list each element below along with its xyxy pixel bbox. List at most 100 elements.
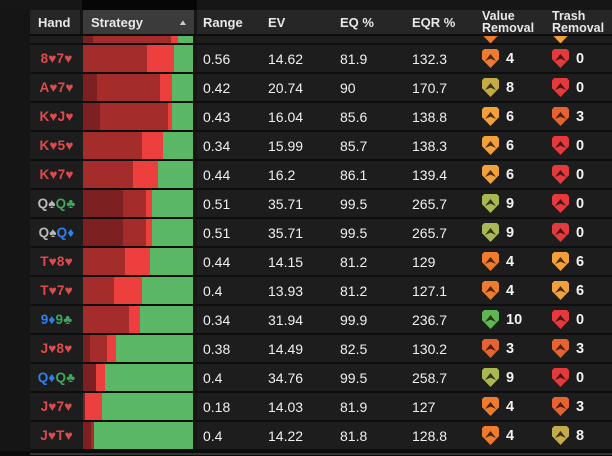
eqr-value: 138.3 <box>412 137 448 154</box>
hand-cell: Q♠ Q♣ <box>30 190 83 217</box>
table-row[interactable]: K♥ 7♥ 0.44 16.2 86.1 139.4 6 0 <box>30 161 612 190</box>
card-diamond: Q♦ <box>37 370 56 385</box>
table-row[interactable]: Q♦ Q♣ 0.4 34.76 99.5 258.7 9 0 <box>30 364 612 393</box>
eq-value: 99.5 <box>340 195 368 212</box>
trash-removal-cell: 3 <box>546 103 612 130</box>
table-row[interactable]: J♥ 7♥ 0.18 14.03 81.9 127 4 3 <box>30 393 612 422</box>
column-header-eq[interactable]: EQ % <box>334 10 406 34</box>
card-club: 9♣ <box>55 312 73 327</box>
card-heart: T♥ <box>40 283 57 298</box>
strategy-header-label: Strategy <box>91 14 144 30</box>
card-heart: 7♥ <box>57 80 74 95</box>
trash-removal-cell: 8 <box>546 422 612 449</box>
chevron-up-icon <box>555 141 566 148</box>
strategy-segment-brick <box>83 277 114 304</box>
table-row[interactable]: T♥ 8♥ 0.44 14.15 81.2 129 4 6 <box>30 248 612 277</box>
column-header-eqr[interactable]: EQR % <box>406 10 476 34</box>
column-header-strategy[interactable]: Strategy ▲ <box>83 10 197 34</box>
hand-cell: Q♦ Q♣ <box>30 364 83 391</box>
shield-icon <box>482 36 499 43</box>
clipped-table-row[interactable] <box>30 36 612 45</box>
shield-icon <box>482 252 499 271</box>
column-header-range[interactable]: Range <box>197 10 262 34</box>
eqr-value: 258.7 <box>412 369 448 386</box>
strategy-segment-green <box>177 36 193 43</box>
column-header-ev[interactable]: EV <box>262 10 334 34</box>
trash-removal-number: 0 <box>576 50 585 67</box>
column-header-hand[interactable]: Hand <box>30 10 83 34</box>
range-value: 0.44 <box>203 166 231 183</box>
shield-icon <box>552 397 569 416</box>
trash-removal-number: 6 <box>576 282 585 299</box>
hand-cell: T♥ 8♥ <box>30 248 83 275</box>
table-row[interactable]: J♥ T♥ 0.4 14.22 81.8 128.8 4 8 <box>30 422 612 451</box>
value-removal-number: 4 <box>506 50 515 67</box>
chevron-up-icon <box>485 402 496 409</box>
top-margin <box>0 0 612 10</box>
strategy-segment-brick <box>99 103 168 130</box>
trash-removal-number: 3 <box>576 340 585 357</box>
strategy-segment-dark <box>83 364 97 391</box>
table-row[interactable]: K♥ J♥ 0.43 16.04 85.6 138.8 6 3 <box>30 103 612 132</box>
trash-removal-cell: 3 <box>546 335 612 362</box>
strategy-cell <box>83 132 197 159</box>
column-header-value-removal[interactable]: Value Removal <box>476 10 546 35</box>
hand-cell: Q♠ Q♦ <box>30 219 83 246</box>
ev-value: 35.71 <box>268 195 304 212</box>
range-value: 0.4 <box>203 427 223 444</box>
table-row[interactable]: A♥ 7♥ 0.42 20.74 90 170.7 8 0 <box>30 74 612 103</box>
table-row[interactable]: J♥ 8♥ 0.38 14.49 82.5 130.2 3 3 <box>30 335 612 364</box>
strategy-segment-brick <box>83 132 143 159</box>
value-removal-number: 9 <box>506 195 515 212</box>
shield-icon <box>482 136 499 155</box>
ev-value: 31.94 <box>268 311 304 328</box>
eqr-value: 265.7 <box>412 195 448 212</box>
trash-removal-header-line2: Removal <box>552 21 605 35</box>
clipped-hand-cell <box>30 36 83 43</box>
card-heart: 7♥ <box>56 283 73 298</box>
eq-value: 90 <box>340 79 356 96</box>
table-row[interactable]: T♥ 7♥ 0.4 13.93 81.2 127.1 4 6 <box>30 277 612 306</box>
horizontal-scrollbar[interactable] <box>30 453 612 455</box>
trash-removal-cell: 3 <box>546 393 612 420</box>
strategy-segment-green <box>157 161 193 188</box>
column-header-trash-removal[interactable]: Trash Removal <box>546 10 612 35</box>
chevron-up-icon <box>555 228 566 235</box>
table-row[interactable]: K♥ 5♥ 0.34 15.99 85.7 138.3 6 0 <box>30 132 612 161</box>
chevron-up-icon <box>555 315 566 322</box>
trash-removal-number: 0 <box>576 311 585 328</box>
value-removal-cell: 4 <box>476 277 546 304</box>
chevron-up-icon <box>485 112 496 119</box>
table-row[interactable]: Q♠ Q♣ 0.51 35.71 99.5 265.7 9 0 <box>30 190 612 219</box>
strategy-cell <box>83 248 197 275</box>
strategy-segment-brick <box>89 335 108 362</box>
value-removal-cell: 3 <box>476 335 546 362</box>
chevron-up-icon <box>485 54 496 61</box>
shield-icon <box>482 194 499 213</box>
hand-cell: 9♦ 9♣ <box>30 306 83 333</box>
table-row[interactable]: 9♦ 9♣ 0.34 31.94 99.9 236.7 10 0 <box>30 306 612 335</box>
strategy-segment-red <box>107 335 116 362</box>
card-club: Q♣ <box>55 370 76 385</box>
strategy-segment-red <box>146 45 175 72</box>
value-removal-number: 8 <box>506 79 515 96</box>
strategy-bar <box>83 219 193 246</box>
eq-value: 86.1 <box>340 166 368 183</box>
range-value: 0.34 <box>203 137 231 154</box>
clipped-range-cell <box>197 36 262 43</box>
table-row[interactable]: 8♥ 7♥ 0.56 14.62 81.9 132.3 4 0 <box>30 45 612 74</box>
shield-icon <box>552 368 569 387</box>
hand-cell: K♥ 5♥ <box>30 132 83 159</box>
chevron-up-icon <box>555 257 566 264</box>
strategy-segment-dark <box>83 190 123 217</box>
table-row[interactable]: Q♠ Q♦ 0.51 35.71 99.5 265.7 9 0 <box>30 219 612 248</box>
value-removal-number: 3 <box>506 340 515 357</box>
strategy-bar <box>83 36 193 43</box>
ev-value: 14.03 <box>268 398 304 415</box>
strategy-segment-red <box>132 161 158 188</box>
chevron-up-icon <box>485 431 496 438</box>
eqr-value: 127 <box>412 398 436 415</box>
shield-icon <box>552 49 569 68</box>
eqr-value: 265.7 <box>412 224 448 241</box>
range-value: 0.43 <box>203 108 231 125</box>
